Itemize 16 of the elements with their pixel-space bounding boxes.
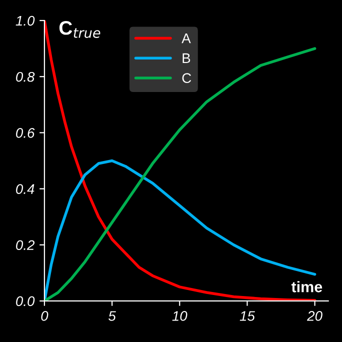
y-tick-label: 0.4 — [16, 184, 34, 194]
x-tick-label: 5 — [108, 311, 116, 321]
x-tick-label: 0 — [41, 311, 48, 321]
y-tick-label: 1.0 — [16, 16, 35, 26]
x-tick-label: 20 — [306, 311, 322, 321]
x-axis-title: time — [291, 281, 322, 292]
y-tick-label: 0.6 — [16, 128, 35, 138]
y-tick-label: 0.0 — [16, 296, 35, 306]
x-tick-label: 10 — [172, 311, 188, 321]
y-tick-label: 0.8 — [16, 72, 35, 82]
legend-label: C — [182, 73, 192, 84]
x-tick-label: 15 — [240, 311, 255, 321]
legend-label: A — [182, 34, 191, 44]
y-axis-title: C$_{true}$ — [59, 21, 100, 38]
legend-label: B — [182, 53, 190, 63]
y-tick-label: 0.2 — [16, 240, 35, 250]
